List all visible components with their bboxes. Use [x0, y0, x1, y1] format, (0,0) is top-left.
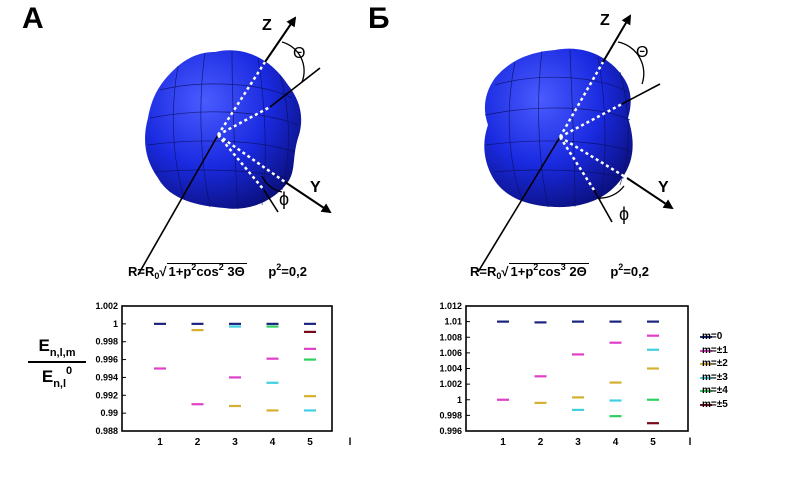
formula-a-angle: 3Θ — [223, 264, 245, 279]
formula-a-r: R=R — [128, 264, 155, 279]
formula-a-cos: cos — [196, 264, 219, 279]
panel-b-phi-label: ϕ — [619, 204, 629, 224]
formula-a-radicand: 1+p2cos2 3Θ — [166, 262, 247, 279]
chart-b-ytick-label: 1.01 — [444, 317, 462, 327]
formula-a-p2-sup: 2 — [276, 262, 282, 272]
formula-a-p2-val: =0,2 — [281, 264, 307, 279]
chart-b-xtick-label: 4 — [613, 437, 619, 448]
energy-ratio-numerator: En,l,m — [38, 336, 76, 359]
chart-b-xlabel: l — [689, 437, 692, 448]
formula-a-sqrt-symbol: √ — [159, 264, 167, 279]
chart-a-xtick-label: 4 — [270, 437, 276, 448]
chart-a-ytick-label: 0.998 — [95, 337, 118, 347]
formula-a-cos-sup: 2 — [218, 262, 224, 272]
panel-a-axes — [137, 16, 332, 276]
chart-b-xtick-label: 5 — [650, 437, 656, 448]
chart-b-ytick-label: 0.996 — [439, 426, 462, 436]
legend-swatch-m3 — [700, 376, 712, 379]
formula-a-p-sup: 2 — [191, 262, 197, 272]
formula-b-cos: cos — [538, 264, 561, 279]
legend-swatch-m1 — [700, 349, 712, 352]
energy-ratio-denominator: En,l0 — [41, 365, 73, 390]
chart-b-ytick-label: 1 — [457, 395, 462, 405]
energy-ratio-label: En,l,m En,l0 — [28, 336, 86, 390]
legend-label-m0: m=0 — [702, 331, 723, 342]
formula-b-root-body: 1+p — [510, 264, 534, 279]
legend-swatch-m4 — [700, 390, 712, 393]
chart-a-ytick-label: 0.992 — [95, 390, 118, 400]
panel-a-y-label: Y — [310, 179, 321, 196]
formula-b: R=R0√ 1+p2cos3 2Θ p2=0,2 — [470, 262, 649, 281]
formula-b-p-sup: 2 — [533, 262, 539, 272]
chart-b: 0.996 0.998 1 1.002 1.004 1.006 1.008 1.01 1.012… — [439, 301, 691, 448]
formula-b-angle: 2Θ — [565, 264, 587, 279]
chart-a-xtick-label: 1 — [157, 437, 163, 448]
legend-label-m3: m=±3 — [702, 371, 728, 383]
formula-b-r-sub: 0 — [496, 271, 502, 281]
formula-b-radicand: 1+p2cos3 2Θ — [508, 262, 589, 279]
formula-b-p2-val: =0,2 — [623, 264, 649, 279]
panel-a-theta-label: Θ — [293, 45, 305, 62]
panel-a-deformed-shape — [145, 50, 302, 210]
formula-b-p2: p — [610, 264, 619, 279]
panel-b-deformed-shape — [484, 48, 633, 208]
chart-b-ytick-label: 1.004 — [439, 364, 462, 374]
chart-b-ytick-label: 1.008 — [439, 332, 462, 342]
panel-a-phi-label: ϕ — [279, 189, 289, 209]
chart-b-xtick-label: 3 — [575, 437, 581, 448]
chart-b-ytick-label: 1.002 — [439, 379, 462, 389]
formula-a: R=R0√ 1+p2cos2 3Θ p2=0,2 — [128, 262, 307, 281]
panel-b-theta-label: Θ — [636, 44, 648, 61]
panel-b-letter: Б — [368, 2, 390, 35]
panel-a-letter: A — [22, 2, 44, 35]
chart-b-xtick-label: 1 — [500, 437, 506, 448]
chart-a-xtick-label: 3 — [232, 437, 238, 448]
legend-label-m4: m=±4 — [702, 385, 728, 397]
chart-b-ytick-label: 1.006 — [439, 348, 462, 358]
legend-swatch-m5 — [700, 403, 712, 406]
chart-a-xtick-label: 5 — [307, 437, 313, 448]
formula-a-r-sub: 0 — [154, 271, 160, 281]
chart-a-ytick-label: 0.996 — [95, 355, 118, 365]
formula-a-root-body: 1+p — [168, 264, 192, 279]
chart-a: 0.988 0.99 0.992 0.994 0.996 0.998 1 1.002 1 2 3 4 5… — [95, 301, 351, 448]
panel-a-z-label: Z — [262, 17, 272, 34]
legend-label-m5: m=±5 — [702, 398, 728, 410]
chart-b-xtick-label: 2 — [538, 437, 544, 448]
legend-label-m2: m=±2 — [702, 358, 728, 370]
panel-b-z-label: Z — [600, 12, 610, 29]
formula-b-sqrt-symbol: √ — [501, 264, 509, 279]
chart-a-ytick-label: 1.002 — [95, 301, 118, 311]
legend-swatch-m0 — [700, 336, 712, 338]
chart-a-xtick-label: 2 — [195, 437, 201, 448]
chart-a-ytick-label: 0.994 — [95, 372, 118, 382]
formula-b-r: R=R — [470, 264, 497, 279]
legend-label-m1: m=±1 — [702, 344, 728, 356]
chart-a-ytick-label: 1 — [113, 319, 118, 329]
formula-a-p2: p — [268, 264, 277, 279]
chart-a-frame — [121, 305, 333, 432]
formula-b-cos-sup: 3 — [560, 262, 566, 272]
chart-b-ytick-label: 0.998 — [439, 410, 462, 420]
chart-a-ytick-label: 0.99 — [100, 408, 118, 418]
chart-b-ytick-label: 1.012 — [439, 301, 462, 311]
panel-b-y-label: Y — [658, 179, 669, 196]
chart-a-xlabel: l — [349, 437, 352, 448]
formula-b-p2-sup: 2 — [618, 262, 624, 272]
panel-b-axes — [477, 14, 674, 273]
legend-swatch-m2 — [700, 363, 712, 366]
chart-a-ytick-label: 0.988 — [95, 426, 118, 436]
